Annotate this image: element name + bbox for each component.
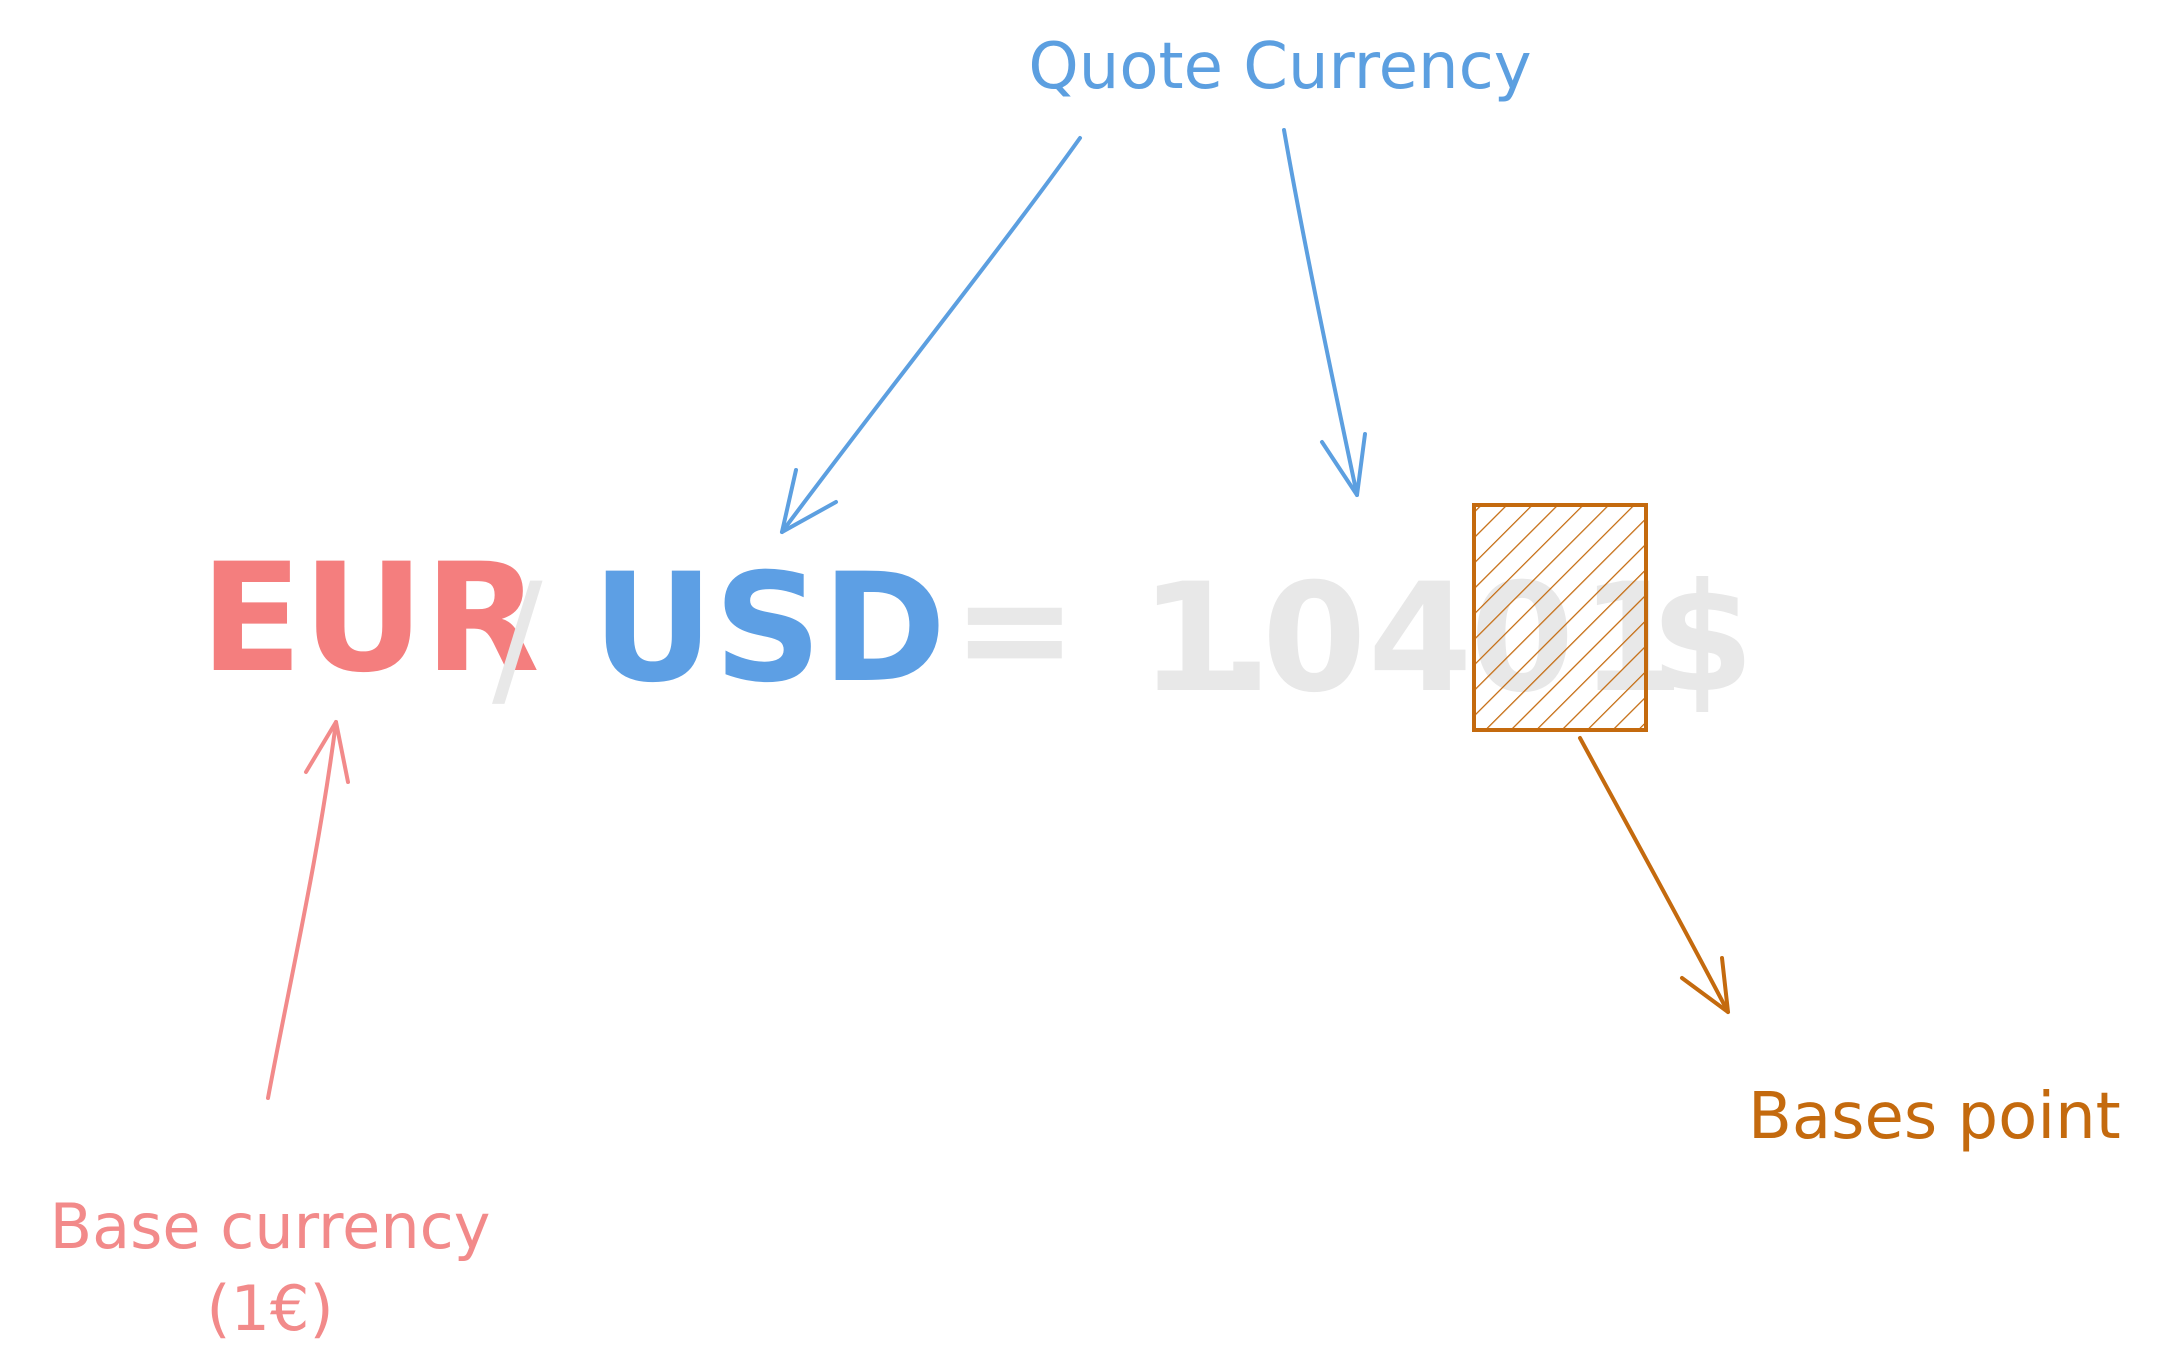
quote-currency-label: Quote Currency — [1028, 30, 1531, 104]
rate-digit-1: 1 — [1140, 552, 1244, 726]
base-currency-code: EUR — [200, 532, 540, 706]
rate-currency-symbol: $ — [1650, 552, 1754, 726]
bases-point-label: Bases point — [1748, 1080, 2121, 1154]
quote-currency-code: USD — [592, 542, 946, 716]
base-currency-note: (1€) — [206, 1272, 333, 1345]
equals-sign: = — [952, 542, 1078, 716]
arrow-to-eur — [266, 720, 350, 1100]
rate-decimal-point: . — [1218, 552, 1275, 726]
rate-digit-0: 0 — [1262, 552, 1366, 726]
arrow-to-usd — [780, 136, 1082, 534]
bases-point-highlight — [1472, 503, 1648, 732]
rate-digit-4: 4 — [1368, 552, 1472, 726]
arrow-to-rate — [1282, 128, 1367, 497]
arrow-to-bases-point — [1578, 736, 1730, 1014]
base-currency-label: Base currency — [50, 1190, 491, 1263]
slash-separator: / — [492, 552, 543, 726]
